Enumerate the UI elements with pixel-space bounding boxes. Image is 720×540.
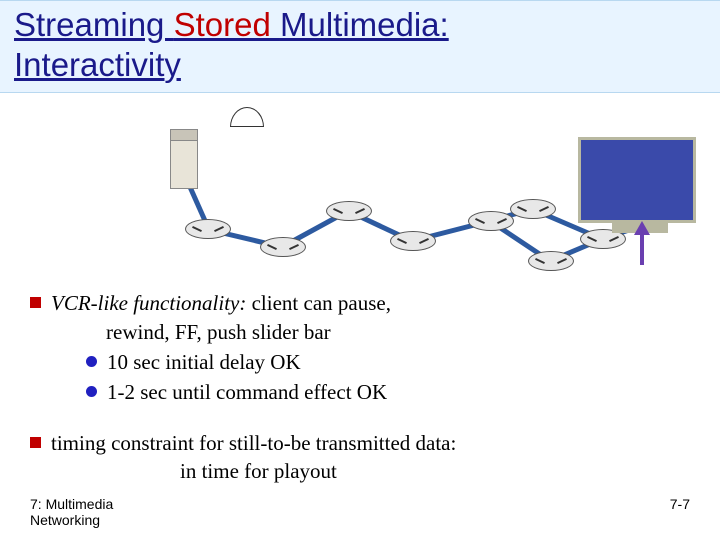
title-line2: Interactivity xyxy=(14,46,181,83)
bullet-1-line2: rewind, FF, push slider bar xyxy=(106,318,690,346)
bullet-2-text: timing constraint for still-to-be transm… xyxy=(51,429,456,457)
slide-footer: 7: Multimedia Networking 7-7 xyxy=(30,496,690,528)
client-monitor-icon xyxy=(578,137,696,223)
bullet-1-sub2: 1-2 sec until command effect OK xyxy=(86,378,690,406)
arrow-up-icon xyxy=(636,221,648,265)
bullet-square-icon xyxy=(30,437,41,448)
bullet-1-sub2-text: 1-2 sec until command effect OK xyxy=(107,378,387,406)
bullet-2: timing constraint for still-to-be transm… xyxy=(30,429,690,457)
bullet-1-text: VCR-like functionality: client can pause… xyxy=(51,289,391,317)
slide-title-bar: Streaming Stored Multimedia: Interactivi… xyxy=(0,0,720,93)
footer-left-line1: 7: Multimedia xyxy=(30,496,113,512)
bullet-1: VCR-like functionality: client can pause… xyxy=(30,289,690,317)
bullet-circle-icon xyxy=(86,386,97,397)
footer-left: 7: Multimedia Networking xyxy=(30,496,113,528)
bullet-square-icon xyxy=(30,297,41,308)
bullet-circle-icon xyxy=(86,356,97,367)
slide-body: VCR-like functionality: client can pause… xyxy=(0,289,720,485)
bullet-2-line2: in time for playout xyxy=(180,457,690,485)
bullet-1-rest: client can pause, xyxy=(246,291,391,315)
bullet-1-sub1: 10 sec initial delay OK xyxy=(86,348,690,376)
title-part3: Multimedia: xyxy=(280,6,449,43)
title-part1: Streaming xyxy=(14,6,174,43)
title-part-red: Stored xyxy=(174,6,280,43)
footer-right: 7-7 xyxy=(670,496,690,528)
slide-title: Streaming Stored Multimedia: Interactivi… xyxy=(14,5,706,84)
footer-left-line2: Networking xyxy=(30,512,113,528)
server-icon xyxy=(170,129,198,189)
bullet-1-sub1-text: 10 sec initial delay OK xyxy=(107,348,301,376)
network-diagram xyxy=(20,101,700,281)
bullet-1-lead: VCR-like functionality: xyxy=(51,291,246,315)
